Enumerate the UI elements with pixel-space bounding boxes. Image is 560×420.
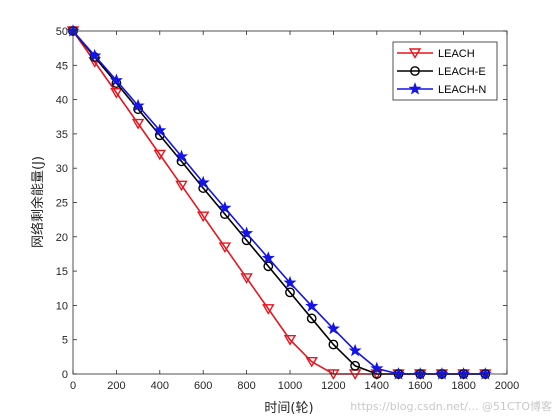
x-tick-label-9: 1800	[451, 380, 475, 392]
legend-label-0: LEACH	[438, 48, 475, 60]
x-tick-label-10: 2000	[495, 380, 519, 392]
point-leach-e-10	[285, 287, 295, 298]
legend-box	[392, 41, 498, 101]
point-leach-n-2	[109, 73, 123, 86]
y-tick-label-1: 5	[62, 335, 68, 347]
x-axis-title: 时间(轮)	[264, 401, 313, 416]
point-leach-e-12	[328, 339, 339, 350]
axes: 0 200 400 600 800 1000 1200 1400 1600 1800 2000 0 5 1…	[56, 26, 519, 392]
point-leach-3	[131, 118, 145, 130]
point-leach-9	[262, 304, 275, 315]
legend-marker-2	[408, 82, 422, 95]
x-tick-label-6: 1200	[321, 380, 345, 392]
point-leach-n-1	[88, 48, 102, 62]
watermark-text: https://blog.csdn.net/... @51CTO博客	[350, 399, 552, 413]
point-leach-4	[153, 149, 167, 161]
point-leach-11	[305, 356, 318, 368]
y-tick-label-6: 30	[56, 163, 68, 175]
point-leach-e-13	[350, 360, 360, 371]
y-tick-label-8: 40	[56, 95, 68, 107]
y-axis-title: 网络剩余能量(J)	[30, 156, 46, 248]
point-leach-n-15	[391, 367, 406, 380]
x-tick-label-5: 1000	[278, 380, 302, 392]
x-tick-label-3: 600	[194, 380, 212, 392]
point-leach-5	[175, 180, 188, 192]
legend-entry-leach-n: LEACH-N	[397, 82, 486, 96]
point-leach-6	[196, 211, 210, 223]
point-leach-n-7	[218, 201, 232, 214]
y-tick-label-7: 35	[56, 129, 68, 141]
point-leach-n-5	[174, 149, 189, 163]
legend-marker-0	[408, 48, 422, 59]
x-tick-label-8: 1600	[408, 380, 432, 392]
point-leach-n-12	[326, 321, 340, 335]
legend-entry-leach: LEACH	[397, 48, 475, 60]
y-tick-label-4: 20	[56, 232, 68, 244]
point-leach-n-4	[153, 123, 167, 137]
legend: LEACH LEACH-E LEACH-N	[392, 41, 498, 101]
x-tick-label-7: 1400	[365, 380, 389, 392]
x-tick-label-0: 0	[70, 380, 76, 392]
y-tick-label-2: 10	[56, 300, 68, 312]
point-leach-n-9	[261, 251, 275, 264]
y-tick-label-10: 50	[56, 26, 68, 38]
point-leach-n-10	[283, 275, 297, 289]
x-tick-label-4: 800	[237, 380, 255, 392]
point-leach-e-11	[306, 313, 317, 324]
point-leach-8	[240, 273, 253, 284]
point-leach-n-17	[435, 367, 449, 380]
legend-label-1: LEACH-E	[438, 66, 486, 78]
point-leach-n-6	[196, 175, 210, 189]
point-leach-7	[218, 242, 232, 253]
legend-marker-1	[410, 66, 420, 76]
point-leach-10	[283, 335, 297, 346]
legend-entry-leach-e: LEACH-E	[397, 66, 486, 78]
point-leach-n-3	[131, 98, 145, 112]
y-tick-label-3: 15	[56, 266, 68, 278]
y-tick-label-5: 25	[56, 198, 68, 210]
point-leach-n-8	[240, 226, 254, 239]
legend-label-2: LEACH-N	[438, 84, 486, 96]
x-tick-label-1: 200	[107, 380, 125, 392]
x-tick-label-2: 400	[151, 380, 169, 392]
point-leach-n-19	[478, 367, 492, 380]
point-leach-n-13	[348, 343, 362, 357]
y-tick-label-9: 45	[56, 60, 68, 72]
point-leach-n-11	[305, 299, 319, 312]
point-leach-2	[110, 88, 123, 99]
point-leach-e-9	[263, 261, 274, 272]
y-tick-label-0: 0	[62, 369, 68, 381]
